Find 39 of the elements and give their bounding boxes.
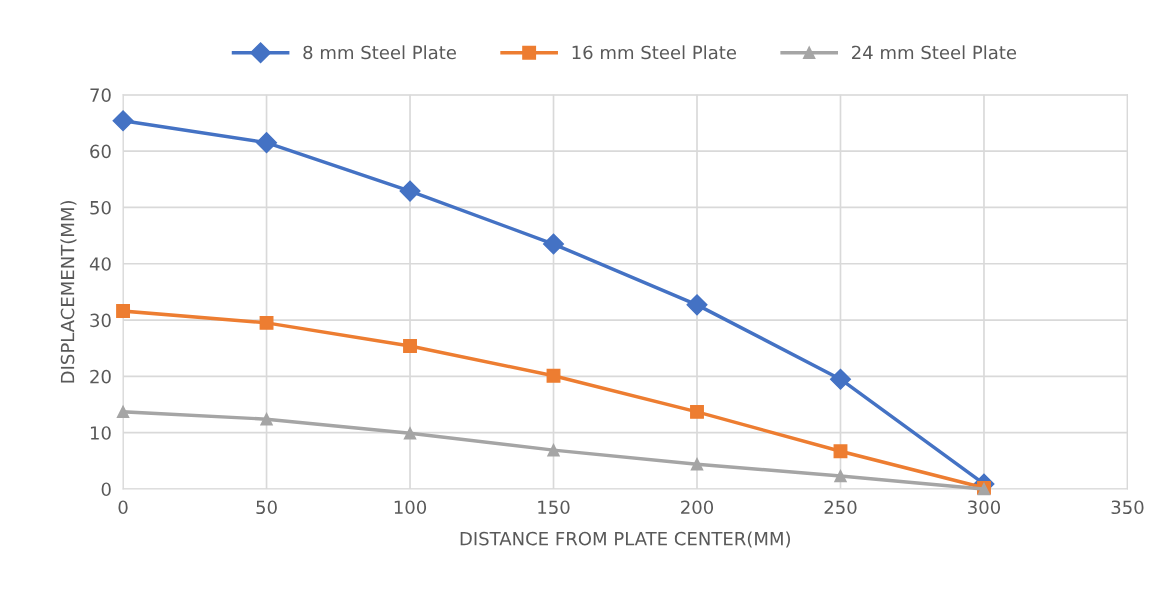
x-tick-label: 100	[394, 500, 427, 515]
point	[686, 294, 708, 316]
point	[543, 233, 565, 255]
x-tick-label: 300	[968, 500, 1001, 515]
x-tick-label: 0	[118, 500, 128, 515]
legend-label: 8 mm Steel Plate	[303, 45, 456, 60]
point	[833, 444, 848, 459]
x-tick-label: 150	[538, 500, 570, 515]
point	[829, 368, 852, 390]
x-tick-label: 50	[256, 500, 277, 515]
y-tick-label: 20	[90, 369, 111, 384]
y-tick-label: 70	[90, 88, 111, 102]
y-axis-title: DISPLACEMENT(MM)	[60, 201, 77, 383]
point	[112, 110, 134, 132]
legend-label: 24 mm Steel Plate	[852, 45, 1017, 60]
legend-label: 16 mm Steel Plate	[572, 45, 737, 60]
x-axis-title: DISTANCE FROM PLATE CENTER(MM)	[460, 531, 791, 548]
y-tick-label: 40	[89, 257, 111, 271]
x-tick-label: 250	[824, 500, 857, 515]
point	[690, 457, 704, 471]
point	[260, 412, 273, 426]
y-tick-label: 50	[90, 200, 111, 215]
y-tick-label: 0	[101, 482, 111, 497]
point	[403, 339, 417, 353]
y-tick-label: 10	[90, 426, 111, 440]
point	[116, 405, 130, 419]
point	[834, 469, 847, 483]
y-tick-label: 60	[90, 144, 111, 159]
x-tick-label: 200	[681, 500, 714, 515]
point	[690, 404, 704, 419]
y-tick-label: 30	[90, 313, 111, 328]
point	[546, 368, 561, 383]
point	[403, 426, 417, 440]
point	[399, 180, 421, 202]
point	[256, 132, 278, 154]
point	[116, 304, 131, 318]
x-tick-label: 350	[1111, 500, 1144, 515]
point	[259, 315, 274, 330]
point	[547, 443, 560, 457]
